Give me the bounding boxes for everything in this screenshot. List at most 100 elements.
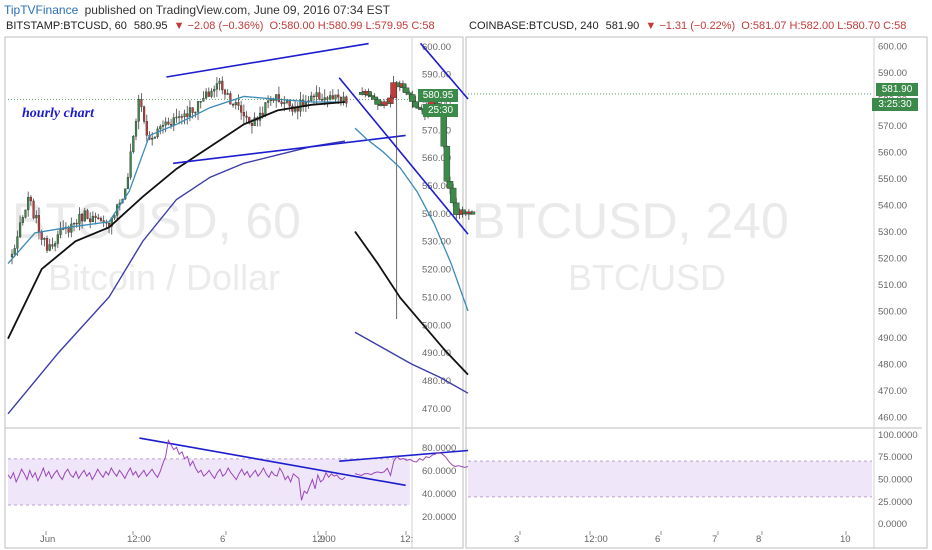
left-candle — [248, 116, 251, 125]
left-candle — [159, 124, 162, 135]
left-candle-body — [27, 196, 30, 211]
left-candle-body — [264, 102, 267, 116]
left-candle-body — [213, 88, 216, 92]
left-candle — [339, 96, 343, 106]
left-candle — [207, 87, 210, 97]
right-last-price: 581.90 — [605, 20, 640, 32]
left-candle — [242, 104, 245, 124]
right-price-tick: 570.00 — [878, 121, 907, 132]
left-price-tick: 500.00 — [422, 320, 451, 331]
left-candle-body — [145, 121, 148, 136]
right-candle-body — [453, 202, 460, 215]
right-candle — [393, 80, 400, 319]
left-price-tick: 470.00 — [422, 404, 451, 415]
chart-canvas[interactable]: BTCUSD, 60 Bitcoin / Dollar 470.00 480.00 49… — [0, 20, 932, 550]
left-candle — [97, 213, 100, 220]
left-candle-body — [183, 113, 186, 118]
left-candle — [129, 143, 132, 180]
right-time-label: 8 — [756, 534, 761, 545]
right-trendline — [339, 449, 469, 462]
right-candle-body — [402, 87, 410, 93]
left-time-label: 12:00 — [312, 534, 336, 545]
left-candle-body — [196, 101, 200, 113]
left-candle — [35, 210, 38, 224]
right-candle — [380, 99, 388, 109]
left-candle — [231, 102, 235, 108]
left-candle-body — [331, 95, 334, 100]
right-price-tick: 520.00 — [878, 254, 907, 265]
left-candle — [172, 113, 175, 132]
left-candle-body — [89, 218, 92, 223]
left-candle-body — [99, 217, 103, 221]
left-candle-body — [132, 136, 135, 153]
left-price-tick: 530.00 — [422, 237, 451, 248]
left-candle — [18, 215, 22, 239]
left-candle — [213, 85, 216, 98]
left-candle-body — [161, 124, 165, 127]
left-candle — [143, 105, 146, 124]
left-price-tick: 520.00 — [422, 265, 451, 276]
right-symbol[interactable]: COINBASE:BTCUSD, 240 — [469, 20, 599, 32]
left-candle — [78, 207, 81, 231]
right-candle-body — [390, 82, 397, 99]
left-candle-body — [16, 236, 19, 249]
left-candle-body — [207, 91, 210, 97]
right-price-tick: 590.00 — [878, 68, 907, 79]
left-candle-body — [175, 116, 178, 119]
right-ohlc: O:581.07 H:582.00 L:580.70 C:58 — [741, 20, 907, 32]
left-candle-body — [218, 80, 221, 84]
right-candle-body — [409, 94, 416, 102]
left-candle-body — [329, 95, 332, 100]
left-candle — [51, 237, 54, 250]
left-candle-body — [37, 215, 41, 232]
left-candle — [94, 212, 97, 225]
left-candle — [175, 108, 178, 123]
left-candle-body — [59, 229, 62, 235]
right-price-badge: 581.90 — [876, 83, 918, 96]
left-symbol[interactable]: BITSTAMP:BTCUSD, 60 — [6, 20, 127, 32]
left-candle-body — [54, 243, 57, 247]
left-candle-body — [97, 217, 100, 219]
right-rsi-band — [468, 461, 872, 497]
left-candle-body — [337, 94, 340, 98]
left-candle — [180, 113, 183, 125]
left-chart[interactable]: BTCUSD, 60 Bitcoin / Dollar 470.00 480.00 49… — [5, 38, 460, 548]
right-price-tick: 490.00 — [878, 333, 907, 344]
left-candle — [345, 95, 348, 108]
left-candle-body — [269, 99, 272, 102]
author-link[interactable]: TipTVFinance — [4, 3, 79, 17]
left-candle-body — [151, 137, 154, 140]
left-price-tick: 570.00 — [422, 125, 451, 136]
left-candle-body — [178, 116, 181, 118]
left-candle-body — [221, 80, 224, 91]
left-candle-body — [229, 93, 232, 105]
left-price-tick: 540.00 — [422, 209, 451, 220]
left-ma-slow — [7, 140, 346, 415]
left-candle — [334, 94, 337, 103]
left-trendline — [173, 134, 406, 165]
left-ohlc: O:580.00 H:580.99 L:579.95 C:58 — [269, 20, 435, 32]
right-candle-body — [443, 146, 451, 182]
right-candle-body — [368, 95, 375, 98]
left-symbol-legend: BITSTAMP:BTCUSD, 60 580.95 ▼ −2.08 (−0.3… — [6, 20, 435, 32]
left-candle-body — [288, 99, 291, 107]
left-candle-body — [75, 222, 78, 225]
left-candle-body — [78, 213, 81, 225]
left-rsi-tick: 60.0000 — [422, 466, 456, 477]
left-candle-body — [180, 116, 183, 118]
left-candle — [221, 76, 224, 95]
left-candle — [91, 211, 94, 223]
publish-header: TipTVFinance published on TradingView.co… — [0, 0, 932, 20]
left-candle-body — [237, 102, 240, 106]
left-candle-body — [113, 215, 116, 219]
left-candle-body — [318, 92, 321, 100]
right-candle — [358, 87, 366, 96]
left-candle — [59, 221, 62, 239]
left-candle — [83, 207, 86, 222]
left-ma-mid — [7, 101, 346, 340]
left-candle-body — [250, 123, 254, 126]
left-candle-body — [272, 99, 275, 101]
right-symbol-legend: COINBASE:BTCUSD, 240 581.90 ▼ −1.31 (−0.… — [469, 20, 906, 32]
left-candle-body — [320, 99, 324, 101]
right-price-tick: 540.00 — [878, 200, 907, 211]
